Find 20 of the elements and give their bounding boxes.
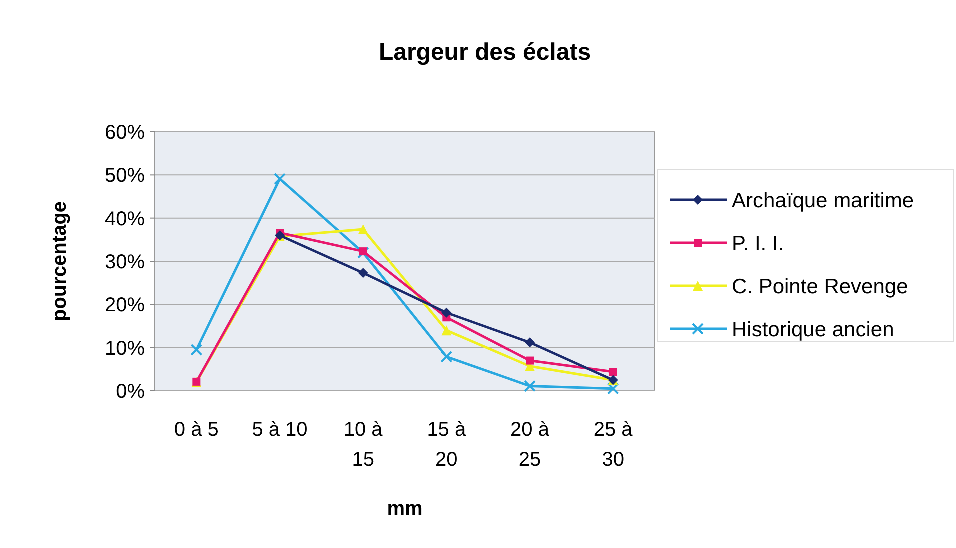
x-tick-label: 15 à 20 bbox=[427, 419, 467, 471]
y-axis-title: pourcentage bbox=[49, 201, 71, 322]
legend-label: P. I. I. bbox=[732, 232, 784, 256]
chart-title: Largeur des éclats bbox=[378, 39, 592, 66]
y-tick-label: 10% bbox=[104, 338, 146, 360]
y-tick-label: 20% bbox=[104, 294, 146, 317]
y-tick-label: 40% bbox=[104, 208, 146, 230]
y-tick-label: 50% bbox=[104, 165, 146, 188]
legend-label: Historique ancien bbox=[732, 318, 894, 342]
x-tick-label: 25 à 30 bbox=[594, 419, 634, 471]
legend-label: C. Pointe Revenge bbox=[732, 275, 908, 298]
x-tick-label: 5 à 10 bbox=[252, 419, 308, 441]
x-tick-label: 10 à 15 bbox=[344, 419, 384, 471]
x-tick-label: 20 à 25 bbox=[510, 419, 550, 471]
y-tick-label: 0% bbox=[116, 381, 146, 403]
legend-label: Archaïque maritime bbox=[732, 189, 914, 212]
x-tick-label: 0 à 5 bbox=[174, 419, 219, 441]
x-axis-title: mm bbox=[387, 498, 423, 520]
y-tick-label: 60% bbox=[104, 122, 146, 144]
y-tick-label: 30% bbox=[104, 252, 146, 274]
